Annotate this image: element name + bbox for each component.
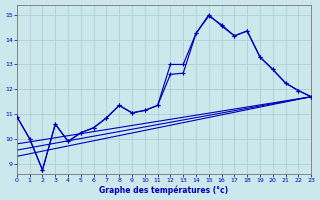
X-axis label: Graphe des températures (°c): Graphe des températures (°c) bbox=[100, 186, 228, 195]
